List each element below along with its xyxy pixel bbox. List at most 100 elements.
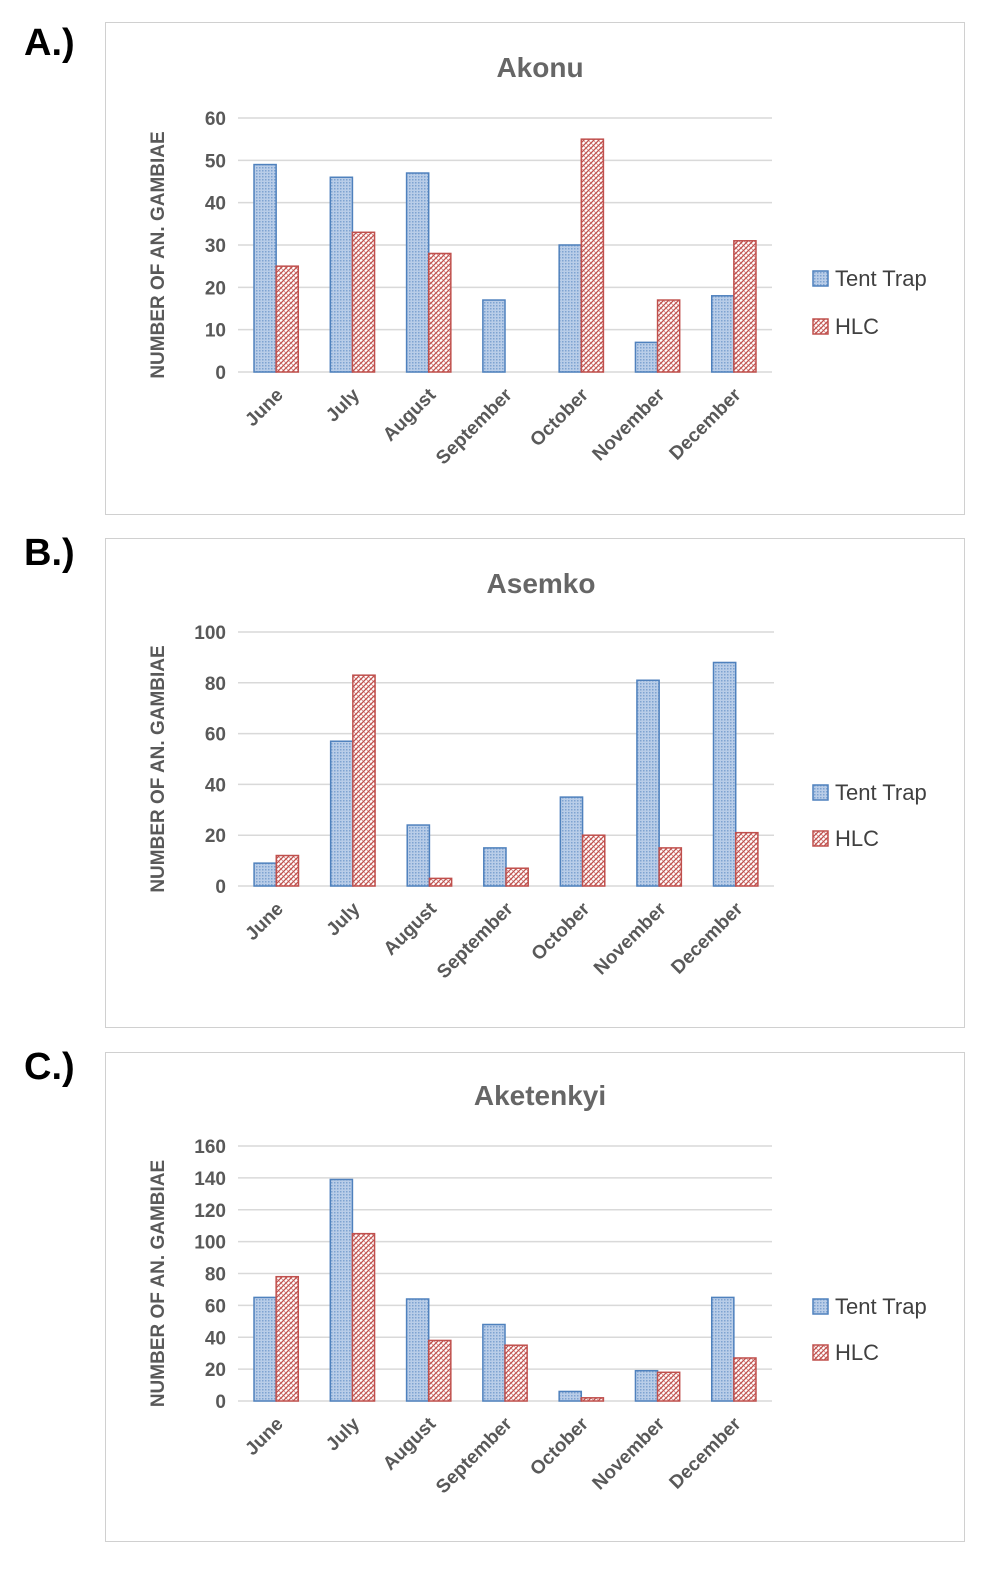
bar-hlc-august [428, 877, 453, 887]
legend-swatch-tent-trap [812, 270, 829, 287]
legend-label-hlc: HLC [835, 826, 879, 851]
x-tick-label: July [322, 1413, 364, 1455]
bar-hlc-december [733, 1357, 757, 1402]
bar-tent-trap-september [482, 299, 506, 373]
bar-hlc-november [656, 299, 681, 373]
x-tick-label: September [432, 1413, 517, 1498]
x-tick-label: September [432, 384, 517, 469]
legend-label-hlc: HLC [835, 314, 879, 339]
bar-hlc-october [580, 1397, 605, 1402]
legend-label-hlc: HLC [835, 1340, 879, 1365]
x-tick-label: July [323, 898, 365, 940]
bar-tent-trap-november [636, 679, 660, 887]
y-tick-label: 20 [205, 278, 226, 299]
bar-tent-trap-august [405, 1298, 430, 1402]
y-tick-label: 30 [205, 236, 226, 257]
chart-svg-asemko: Asemko NUMBER OF AN. GAMBIAE 0 20 40 60 80 100 J… [148, 568, 927, 983]
legend-swatch-hlc [812, 1344, 829, 1361]
y-tick-label: 20 [205, 1360, 226, 1381]
chart-panel-aketenkyi: Aketenkyi NUMBER OF AN. GAMBIAE 0 20 40 60 80 1… [105, 1052, 965, 1542]
y-tick-label: 160 [194, 1137, 226, 1158]
y-tick-label: 40 [205, 775, 226, 796]
x-tick-label: June [241, 385, 287, 431]
bar-hlc-november [658, 847, 683, 887]
bar-tent-trap-october [559, 796, 584, 887]
x-tick-label: December [666, 1413, 746, 1493]
x-tick-label: October [528, 898, 595, 965]
bar-hlc-june [275, 854, 300, 887]
bar-tent-trap-september [482, 1323, 506, 1402]
chart-panel-akonu: Akonu NUMBER OF AN. GAMBIAE 0 10 20 30 40 50 60 J… [105, 22, 965, 515]
x-tick-label: July [322, 384, 364, 426]
x-tick-label: June [242, 899, 288, 945]
bar-tent-trap-august [406, 824, 431, 887]
y-tick-label: 60 [205, 725, 226, 746]
x-tick-label: September [433, 898, 518, 983]
y-tick-label: 0 [215, 1392, 226, 1413]
bar-hlc-july [352, 674, 376, 887]
y-tick-label: 50 [205, 151, 226, 172]
bar-hlc-december [733, 240, 757, 373]
legend-swatch-hlc [812, 830, 829, 847]
y-tick-label: 40 [205, 1328, 226, 1349]
y-axis-label: NUMBER OF AN. GAMBIAE [148, 131, 169, 378]
bar-hlc-june [275, 265, 300, 373]
panel-label-b: B.) [24, 532, 75, 574]
x-tick-label: August [380, 898, 442, 960]
y-tick-label: 10 [205, 321, 226, 342]
legend-label-tent-trap: Tent Trap [835, 266, 927, 291]
bar-tent-trap-december [712, 661, 737, 887]
legend-label-tent-trap: Tent Trap [835, 780, 927, 805]
x-tick-label: October [526, 384, 593, 451]
y-tick-label: 100 [194, 1233, 226, 1254]
chart-panel-asemko: Asemko NUMBER OF AN. GAMBIAE 0 20 40 60 80 100 J… [105, 538, 965, 1028]
bar-hlc-october [580, 138, 605, 373]
x-tick-label: November [589, 1413, 670, 1494]
chart-title: Asemko [487, 568, 596, 599]
y-tick-label: 40 [205, 194, 226, 215]
bar-tent-trap-december [710, 295, 735, 373]
y-axis-label: NUMBER OF AN. GAMBIAE [148, 645, 169, 892]
y-tick-label: 20 [205, 826, 226, 847]
bar-tent-trap-september [483, 847, 507, 887]
legend-swatch-tent-trap [812, 1298, 829, 1315]
bar-tent-trap-august [405, 172, 430, 373]
bar-tent-trap-june [253, 163, 277, 373]
bar-tent-trap-july [329, 740, 354, 887]
x-tick-label: October [526, 1413, 593, 1480]
legend-label-tent-trap: Tent Trap [835, 1294, 927, 1319]
y-tick-label: 140 [194, 1169, 226, 1190]
y-tick-label: 80 [205, 674, 226, 695]
legend-swatch-hlc [812, 318, 829, 335]
bar-tent-trap-november [634, 341, 659, 373]
y-tick-label: 0 [215, 363, 226, 384]
x-tick-label: November [590, 898, 671, 979]
bar-hlc-october [581, 834, 606, 887]
bar-hlc-november [656, 1371, 681, 1402]
legend-swatch-tent-trap [812, 784, 829, 801]
y-tick-label: 0 [215, 877, 226, 898]
panel-label-c: C.) [24, 1046, 75, 1088]
chart-title: Aketenkyi [474, 1080, 606, 1111]
bar-tent-trap-june [253, 862, 278, 887]
bar-hlc-august [427, 252, 452, 373]
x-tick-label: November [589, 384, 670, 465]
bar-tent-trap-june [253, 1296, 277, 1402]
bar-hlc-july [351, 1232, 376, 1402]
bar-tent-trap-october [558, 244, 583, 373]
x-tick-label: June [241, 1414, 287, 1460]
bar-hlc-december [734, 831, 759, 887]
x-tick-label: December [667, 898, 747, 978]
y-tick-label: 80 [205, 1265, 226, 1286]
bar-hlc-august [427, 1339, 452, 1402]
bar-tent-trap-july [329, 176, 354, 373]
chart-svg-akonu: Akonu NUMBER OF AN. GAMBIAE 0 10 20 30 40 50 60 J… [148, 52, 927, 469]
bar-tent-trap-july [329, 1178, 354, 1402]
bar-tent-trap-october [558, 1390, 583, 1402]
chart-svg-aketenkyi: Aketenkyi NUMBER OF AN. GAMBIAE 0 20 40 60 80 1… [148, 1080, 927, 1498]
bar-hlc-september [505, 867, 529, 887]
y-axis-label: NUMBER OF AN. GAMBIAE [148, 1160, 169, 1407]
panel-label-a: A.) [24, 22, 75, 64]
chart-title: Akonu [496, 52, 583, 83]
y-tick-label: 60 [205, 109, 226, 130]
